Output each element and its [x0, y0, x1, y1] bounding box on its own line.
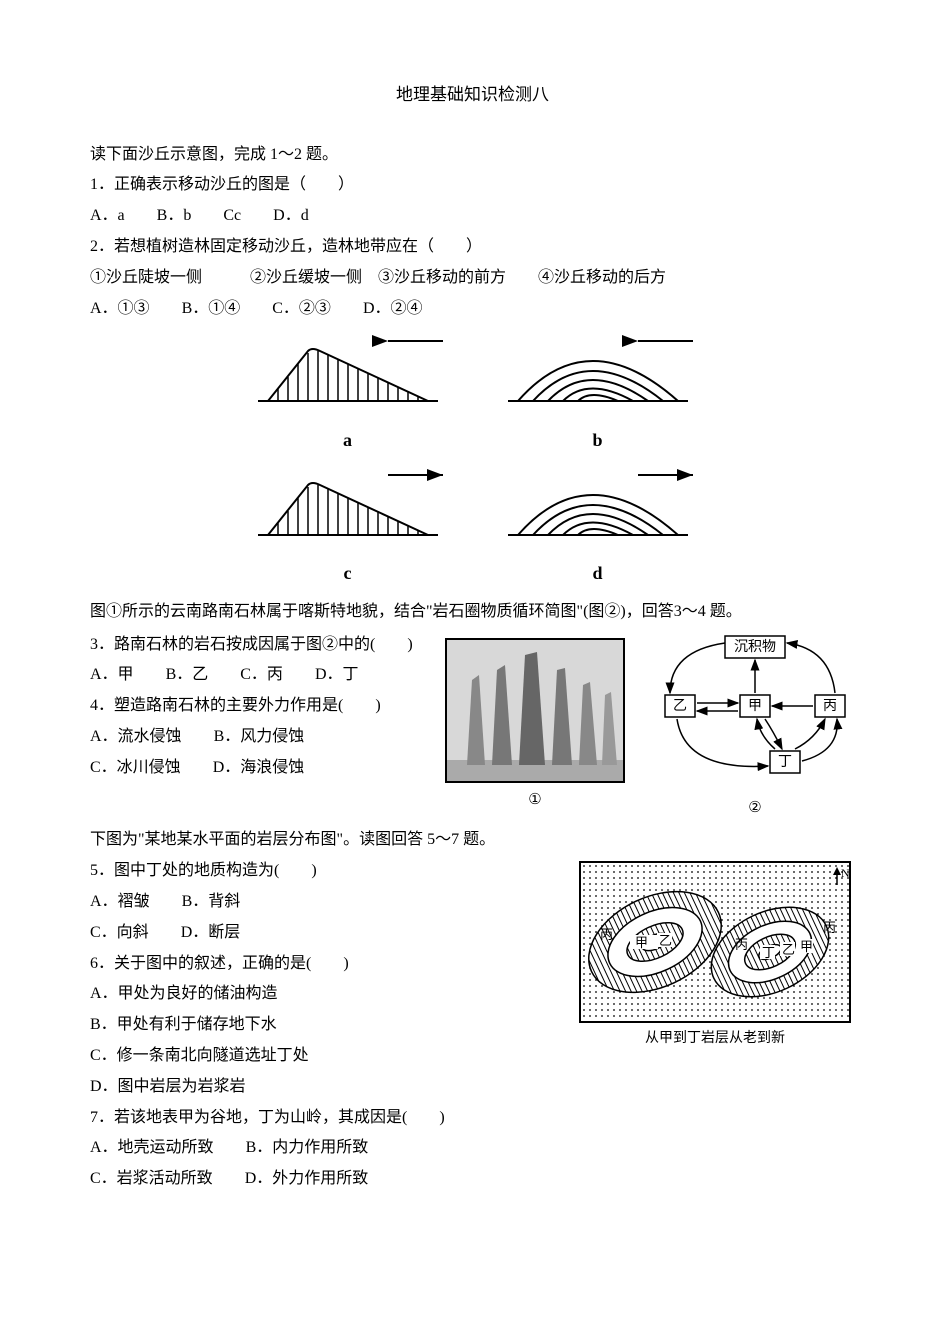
q1-opt-a: A．a: [90, 207, 125, 224]
page-title: 地理基础知识检测八: [90, 80, 855, 111]
q4-opt-b: B．风力侵蚀: [214, 728, 305, 745]
dune-a-svg: [248, 331, 448, 411]
geo-bing-3: 丙: [823, 920, 836, 935]
q5-opt-c: C．向斜: [90, 924, 149, 941]
dune-b-svg: [498, 331, 698, 411]
geology-map-svg: 甲 乙 丙 丁 丙 乙 甲 丙 N 从甲到丁岩层从老到新: [575, 857, 855, 1047]
q7-opt-d: D．外力作用所致: [245, 1170, 369, 1187]
q2-options: A．①③ B．①④ C．②③ D．②④: [90, 295, 855, 324]
q2-opt-b: B．①④: [182, 300, 241, 317]
rc-center: 甲: [748, 699, 762, 714]
q2-opt-c: C．②③: [272, 300, 331, 317]
q3-q4-layout: 3．路南石林的岩石按成因属于图②中的( ) A．甲 B．乙 C．丙 D．丁 4．…: [90, 631, 855, 823]
q7-opt-b: B．内力作用所致: [246, 1139, 369, 1156]
rc-left: 乙: [673, 698, 687, 714]
dune-b: b: [498, 331, 698, 456]
geo-ding-1: 丁: [762, 945, 775, 960]
dune-c-label: c: [248, 557, 448, 589]
geology-map: 甲 乙 丙 丁 丙 乙 甲 丙 N 从甲到丁岩层从老到新: [575, 857, 855, 1058]
q5-opt-b: B．背斜: [182, 893, 241, 910]
q5-opt-d: D．断层: [181, 924, 241, 941]
intro-5: 下图为"某地某水平面的岩层分布图"。读图回答 5～7 题。: [90, 826, 855, 855]
rc-right: 丙: [823, 699, 837, 714]
rc-bottom: 丁: [778, 755, 792, 770]
geo-yi-1: 乙: [659, 933, 672, 948]
q6-opt-a: A．甲处为良好的储油构造: [90, 980, 555, 1009]
dune-b-label: b: [498, 424, 698, 456]
q6-opt-c: C．修一条南北向隧道选址丁处: [90, 1042, 555, 1071]
geo-bing-1: 丙: [600, 927, 613, 942]
q7-options-ab: A．地壳运动所致 B．内力作用所致: [90, 1134, 555, 1163]
q6-opt-b: B．甲处有利于储存地下水: [90, 1011, 555, 1040]
q1-opt-d: D．d: [273, 207, 309, 224]
dune-d-label: d: [498, 557, 698, 589]
q6-opt-d: D．图中岩层为岩浆岩: [90, 1073, 555, 1102]
q4-opt-c: C．冰川侵蚀: [90, 759, 181, 776]
q5-options-cd: C．向斜 D．断层: [90, 919, 555, 948]
q3-opt-a: A．甲: [90, 666, 134, 683]
q5-options-ab: A．褶皱 B．背斜: [90, 888, 555, 917]
dune-c: c: [248, 465, 448, 590]
q4-options-ab: A．流水侵蚀 B．风力侵蚀: [90, 723, 425, 752]
q3-stem: 3．路南石林的岩石按成因属于图②中的( ): [90, 631, 425, 660]
q1-stem: 1．正确表示移动沙丘的图是（ ）: [90, 171, 855, 200]
stone-forest-svg: [447, 640, 623, 781]
rc-top: 沉积物: [734, 639, 776, 655]
q5-opt-a: A．褶皱: [90, 893, 150, 910]
stone-forest-photo: ①: [445, 638, 625, 814]
intro-1: 读下面沙丘示意图，完成 1～2 题。: [90, 141, 855, 170]
q2-options-circled: ①沙丘陡坡一侧 ②沙丘缓坡一侧 ③沙丘移动的前方 ④沙丘移动的后方: [90, 264, 855, 293]
q6-stem: 6．关于图中的叙述，正确的是( ): [90, 950, 555, 979]
q3-opt-b: B．乙: [166, 666, 209, 683]
dune-diagrams-row-1: a b: [90, 331, 855, 456]
dune-d-svg: [498, 465, 698, 545]
geo-yi-2: 乙: [782, 942, 795, 957]
q5-stem: 5．图中丁处的地质构造为( ): [90, 857, 555, 886]
q2-opt-a: A．①③: [90, 300, 150, 317]
q4-opt-d: D．海浪侵蚀: [213, 759, 305, 776]
q2-stem: 2．若想植树造林固定移动沙丘，造林地带应在（ ）: [90, 233, 855, 262]
dune-diagrams-row-2: c d: [90, 465, 855, 590]
q3-options: A．甲 B．乙 C．丙 D．丁: [90, 661, 425, 690]
q5-q7-text: 5．图中丁处的地质构造为( ) A．褶皱 B．背斜 C．向斜 D．断层 6．关于…: [90, 857, 555, 1196]
rock-cycle-svg: 沉积物 乙 甲 丙 丁: [655, 631, 855, 781]
rock-cycle-diagram: 沉积物 乙 甲 丙 丁: [655, 631, 855, 823]
q3-opt-d: D．丁: [315, 666, 359, 683]
dune-c-svg: [248, 465, 448, 545]
q7-stem: 7．若该地表甲为谷地，丁为山岭，其成因是( ): [90, 1104, 555, 1133]
geo-jia-1: 甲: [635, 935, 648, 950]
q1-opt-c: Cc: [223, 207, 241, 224]
q7-options-cd: C．岩浆活动所致 D．外力作用所致: [90, 1165, 555, 1194]
dune-a: a: [248, 331, 448, 456]
q3-opt-c: C．丙: [240, 666, 283, 683]
q1-options: A．a B．b Cc D．d: [90, 202, 855, 231]
dune-a-label: a: [248, 424, 448, 456]
q4-opt-a: A．流水侵蚀: [90, 728, 182, 745]
geo-caption: 从甲到丁岩层从老到新: [645, 1030, 785, 1046]
q3-images: ① 沉积物 乙 甲 丙 丁: [445, 631, 855, 823]
q4-stem: 4．塑造路南石林的主要外力作用是( ): [90, 692, 425, 721]
photo-frame: [445, 638, 625, 783]
intro-3: 图①所示的云南路南石林属于喀斯特地貌，结合"岩石圈物质循环简图"(图②)，回答3…: [90, 598, 855, 627]
q4-options-cd: C．冰川侵蚀 D．海浪侵蚀: [90, 754, 425, 783]
q3-q4-text: 3．路南石林的岩石按成因属于图②中的( ) A．甲 B．乙 C．丙 D．丁 4．…: [90, 631, 425, 785]
img2-label: ②: [655, 795, 855, 822]
geo-north: N: [841, 866, 850, 880]
q7-opt-c: C．岩浆活动所致: [90, 1170, 213, 1187]
q7-opt-a: A．地壳运动所致: [90, 1139, 214, 1156]
img1-label: ①: [445, 787, 625, 814]
q2-opt-d: D．②④: [363, 300, 423, 317]
q5-q7-layout: 5．图中丁处的地质构造为( ) A．褶皱 B．背斜 C．向斜 D．断层 6．关于…: [90, 857, 855, 1196]
dune-d: d: [498, 465, 698, 590]
geo-jia-2: 甲: [800, 939, 813, 954]
q1-opt-b: B．b: [157, 207, 192, 224]
geo-bing-2: 丙: [735, 937, 748, 952]
